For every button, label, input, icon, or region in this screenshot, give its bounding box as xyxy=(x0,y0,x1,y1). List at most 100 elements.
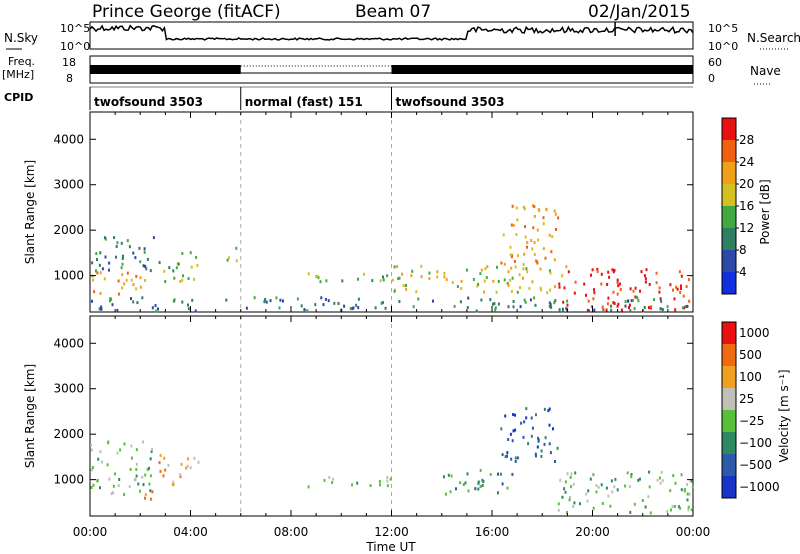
echo-cell xyxy=(537,238,540,242)
echo-cell xyxy=(420,275,423,279)
echo-cell xyxy=(300,304,303,308)
echo-cell xyxy=(264,298,267,301)
echo-cell xyxy=(519,305,522,309)
echo-cell xyxy=(142,264,145,268)
echo-cell xyxy=(497,472,499,476)
echo-cell xyxy=(337,302,340,305)
echo-cell xyxy=(130,278,133,282)
echo-cell xyxy=(135,448,138,452)
echo-cell xyxy=(564,480,567,484)
echo-cell xyxy=(628,303,631,307)
echo-cell xyxy=(325,279,328,283)
echo-cell xyxy=(674,308,677,312)
echo-cell xyxy=(149,269,152,273)
echo-cell xyxy=(245,306,248,310)
echo-cell xyxy=(317,276,320,279)
ytick-label: 1000 xyxy=(53,269,84,283)
echo-cell xyxy=(587,299,590,303)
xtick-label: 00:00 xyxy=(676,525,711,539)
echo-cell xyxy=(91,466,94,469)
echo-cell xyxy=(609,504,612,508)
echo-cell xyxy=(681,306,684,310)
colorbar-swatch xyxy=(722,250,736,272)
echo-cell xyxy=(610,304,612,308)
echo-cell xyxy=(648,306,650,310)
echo-cell xyxy=(499,472,502,476)
echo-cell xyxy=(592,297,595,301)
echo-cell xyxy=(583,282,586,286)
echo-cell xyxy=(658,290,661,294)
echo-cell xyxy=(629,287,632,291)
echo-cell xyxy=(333,301,336,305)
echo-cell xyxy=(90,448,93,452)
echo-cell xyxy=(570,472,573,476)
echo-cell xyxy=(137,482,140,486)
echo-cell xyxy=(191,298,194,302)
echo-cell xyxy=(420,264,423,268)
echo-cell xyxy=(589,477,592,481)
colorbar-frame xyxy=(721,321,737,499)
echo-cell xyxy=(432,299,434,303)
echo-cell xyxy=(528,286,531,290)
echo-cell xyxy=(516,290,519,294)
echo-cell xyxy=(134,477,137,481)
echo-cell xyxy=(112,491,115,495)
colorbar-tick-label: 4 xyxy=(739,265,747,279)
echo-cell xyxy=(643,274,646,278)
echo-cell xyxy=(142,483,145,487)
echo-cell xyxy=(303,308,306,312)
echo-cell xyxy=(690,479,693,483)
echo-cell xyxy=(601,502,604,505)
echo-cell xyxy=(510,223,513,227)
echo-cell xyxy=(549,269,551,273)
echo-cell xyxy=(99,450,102,454)
ytick-label: 3000 xyxy=(53,178,84,192)
echo-cell xyxy=(531,280,534,284)
echo-cell xyxy=(606,302,609,306)
colorbar-tick-label: 12 xyxy=(739,221,754,235)
echo-cell xyxy=(613,268,616,272)
echo-cell xyxy=(532,226,535,230)
echo-cell xyxy=(633,502,636,506)
echo-cell xyxy=(109,299,111,303)
echo-cell xyxy=(688,299,691,303)
power-ylabel: Slant Range [km] xyxy=(23,160,37,264)
echo-cell xyxy=(593,291,596,295)
echo-cell xyxy=(114,472,116,476)
echo-cell xyxy=(600,483,603,487)
echo-cell xyxy=(523,420,526,424)
colorbar-swatch xyxy=(722,272,736,294)
echo-cell xyxy=(146,468,149,472)
echo-cell xyxy=(92,278,94,282)
echo-cell xyxy=(656,478,659,482)
echo-cell xyxy=(549,303,552,307)
echo-cell xyxy=(533,296,536,300)
echo-cell xyxy=(157,307,159,311)
echo-cell xyxy=(669,489,672,493)
freq-tick-top: 18 xyxy=(62,56,76,69)
echo-cell xyxy=(150,497,153,501)
echo-cell xyxy=(104,236,106,240)
echo-cell xyxy=(591,268,594,272)
echo-cell xyxy=(343,304,346,308)
echo-cell xyxy=(119,448,122,452)
echo-cell xyxy=(537,436,540,440)
echo-cell xyxy=(393,289,396,293)
echo-cell xyxy=(613,485,616,489)
echo-cell xyxy=(263,300,266,304)
echo-cell xyxy=(100,460,103,464)
echo-cell xyxy=(535,260,538,264)
echo-cell xyxy=(443,275,446,279)
echo-cell xyxy=(548,407,551,411)
noise-right-label: N.Search xyxy=(747,31,800,45)
echo-cell xyxy=(602,309,605,313)
echo-cell xyxy=(666,509,669,513)
echo-cell xyxy=(620,308,623,312)
echo-cell xyxy=(123,282,126,286)
freq-band-segment xyxy=(391,65,693,74)
echo-cell xyxy=(187,307,190,311)
echo-cell xyxy=(522,267,525,271)
echo-cell xyxy=(253,296,256,300)
echo-cell xyxy=(679,291,682,294)
colorbar-swatch xyxy=(722,322,736,344)
